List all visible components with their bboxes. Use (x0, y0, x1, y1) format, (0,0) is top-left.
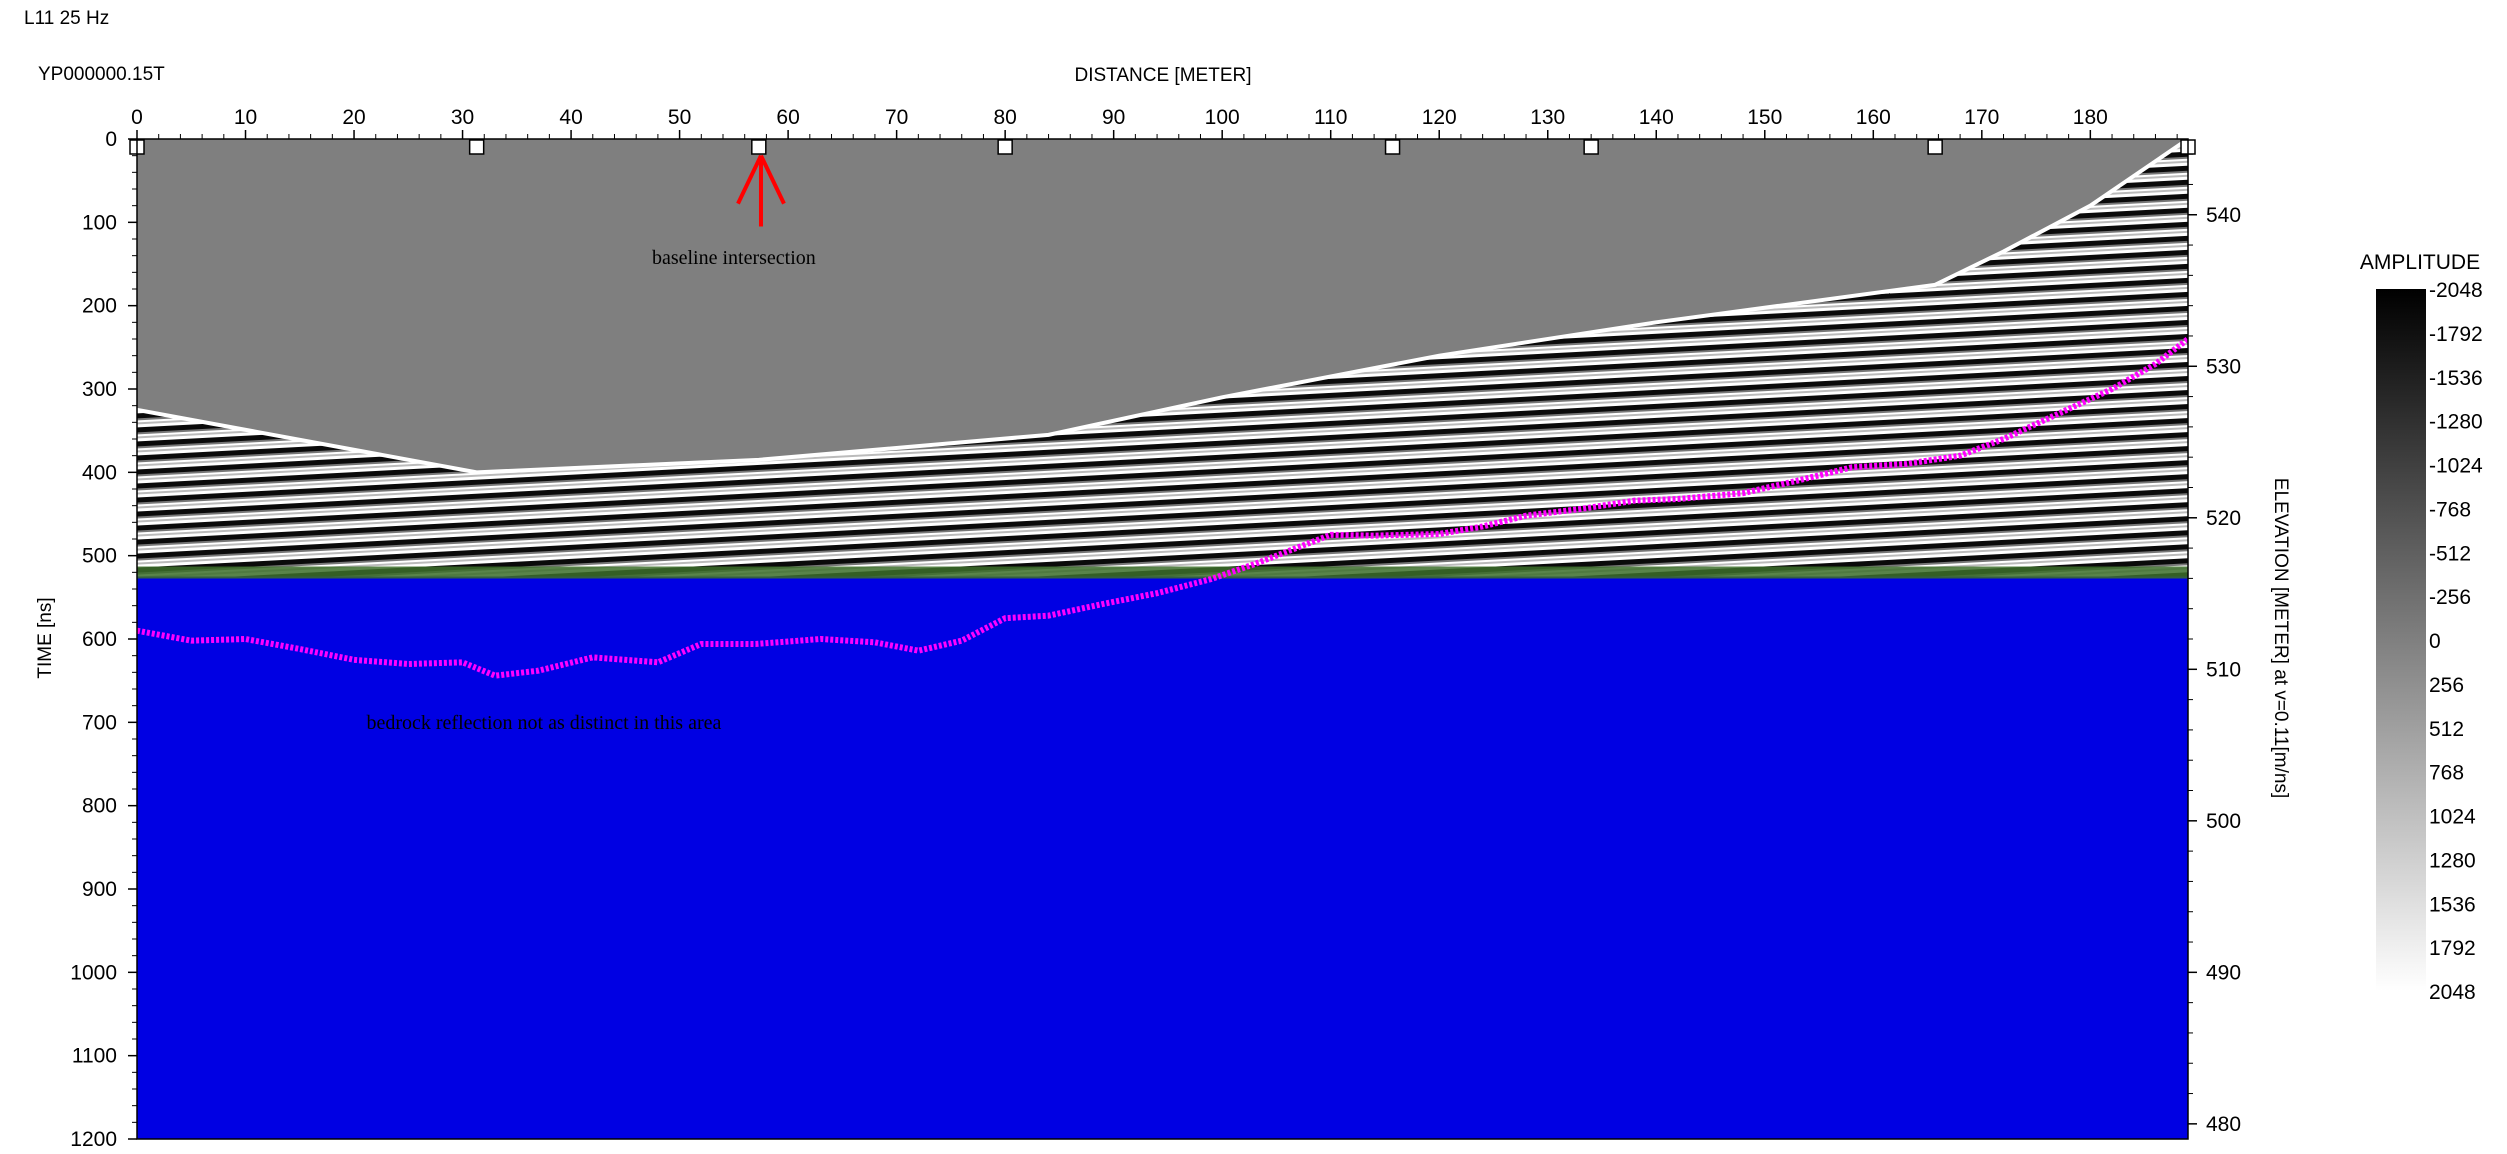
colorbar-title: AMPLITUDE (2359, 251, 2481, 274)
colorbar-label: -768 (2429, 498, 2471, 521)
x-tick-label: 170 (1964, 106, 1999, 129)
plot-area (137, 139, 2188, 1139)
annotation-text: bedrock reflection not as distinct in th… (366, 712, 721, 734)
x-tick-label: 90 (1102, 106, 1125, 129)
y2-tick-label: 520 (2206, 507, 2241, 530)
y2-tick-label: 480 (2206, 1113, 2241, 1136)
y2-tick-label: 500 (2206, 810, 2241, 833)
x-tick-label: 60 (776, 106, 799, 129)
colorbar-label: 1024 (2429, 806, 2476, 829)
bedrock-pick-line (137, 336, 2188, 679)
y-tick-label: 300 (82, 378, 117, 401)
y2-tick-label: 530 (2206, 355, 2241, 378)
y2-tick-label: 490 (2206, 961, 2241, 984)
x-tick-label: 0 (131, 106, 143, 129)
arrow-head-right (759, 154, 786, 205)
colorbar-label: -1792 (2429, 323, 2483, 346)
y-tick-label: 500 (82, 545, 117, 568)
x-tick-label: 70 (885, 106, 908, 129)
x-tick-label: 150 (1747, 106, 1782, 129)
colorbar-label: 256 (2429, 674, 2464, 697)
reflection-data (137, 139, 2188, 577)
y-tick-label: 900 (82, 878, 117, 901)
y-tick-label: 600 (82, 628, 117, 651)
colorbar-label: 768 (2429, 762, 2464, 785)
colorbar-gradient (2376, 289, 2426, 991)
file-label: YP000000.15T (38, 64, 165, 85)
colorbar-label: 1536 (2429, 893, 2476, 916)
marker-square (1384, 139, 1401, 155)
marker-square (751, 139, 767, 155)
marker-square (1583, 139, 1599, 155)
colorbar-label: 2048 (2429, 981, 2476, 1004)
x-tick-label: 30 (451, 106, 474, 129)
cutoff-noise-band (137, 566, 2188, 579)
surface-reflection-line (137, 139, 2188, 475)
x-tick-label: 110 (1314, 106, 1347, 129)
y-tick-label: 0 (105, 128, 117, 151)
x-tick-label: 140 (1639, 106, 1674, 129)
x-tick-label: 80 (993, 106, 1016, 129)
y-tick-label: 400 (82, 461, 117, 484)
colorbar-label: -512 (2429, 542, 2471, 565)
x-tick-label: 130 (1530, 106, 1565, 129)
colorbar-label: 0 (2429, 630, 2441, 653)
axes-layer: 0 10 20 30 40 50 60 70 80 90 100 110 120 130 140 150 160… (70, 106, 2241, 1151)
x-tick-label: 10 (234, 106, 257, 129)
colorbar-label: -2048 (2429, 279, 2483, 302)
overlay-layer: baseline intersection bedrock reflection … (129, 139, 2196, 734)
y-tick-label: 1000 (70, 961, 117, 984)
colorbar-label: 1280 (2429, 849, 2476, 872)
y2-tick-label: 510 (2206, 658, 2241, 681)
x-tick-label: 120 (1422, 106, 1457, 129)
y-tick-label: 200 (82, 295, 117, 318)
y-tick-label: 800 (82, 795, 117, 818)
marker-square (468, 139, 485, 155)
annotation-text: baseline intersection (652, 247, 816, 269)
figure-title: L11 25 Hz (24, 8, 110, 29)
colorbar-label: 1792 (2429, 937, 2476, 960)
colorbar-label: -1280 (2429, 411, 2483, 434)
x-tick-label: 20 (342, 106, 365, 129)
y-tick-label: 700 (82, 711, 117, 734)
x-tick-label: 40 (559, 106, 582, 129)
y-tick-label: 100 (82, 211, 117, 234)
colorbar-label: 512 (2429, 718, 2464, 741)
colorbar-label: -256 (2429, 586, 2471, 609)
x-axis-title: DISTANCE [METER] (1074, 65, 1252, 86)
x-tick-label: 50 (668, 106, 691, 129)
y-tick-label: 1200 (70, 1128, 117, 1151)
y-tick-label: 1100 (72, 1045, 117, 1068)
x-tick-label: 180 (2073, 106, 2108, 129)
y2-tick-label: 540 (2206, 204, 2241, 227)
marker-square (997, 139, 1013, 155)
x-tick-label: 100 (1205, 106, 1240, 129)
marker-square (1927, 139, 1943, 155)
colorbar-label: -1024 (2429, 455, 2483, 478)
x-tick-label: 160 (1856, 106, 1891, 129)
arrow-head-left (736, 154, 763, 205)
colorbar: -2048 -1792 -1536 -1280 -1024 -768 -512 -256 0 25… (2376, 279, 2483, 1004)
colorbar-label: -1536 (2429, 367, 2483, 390)
